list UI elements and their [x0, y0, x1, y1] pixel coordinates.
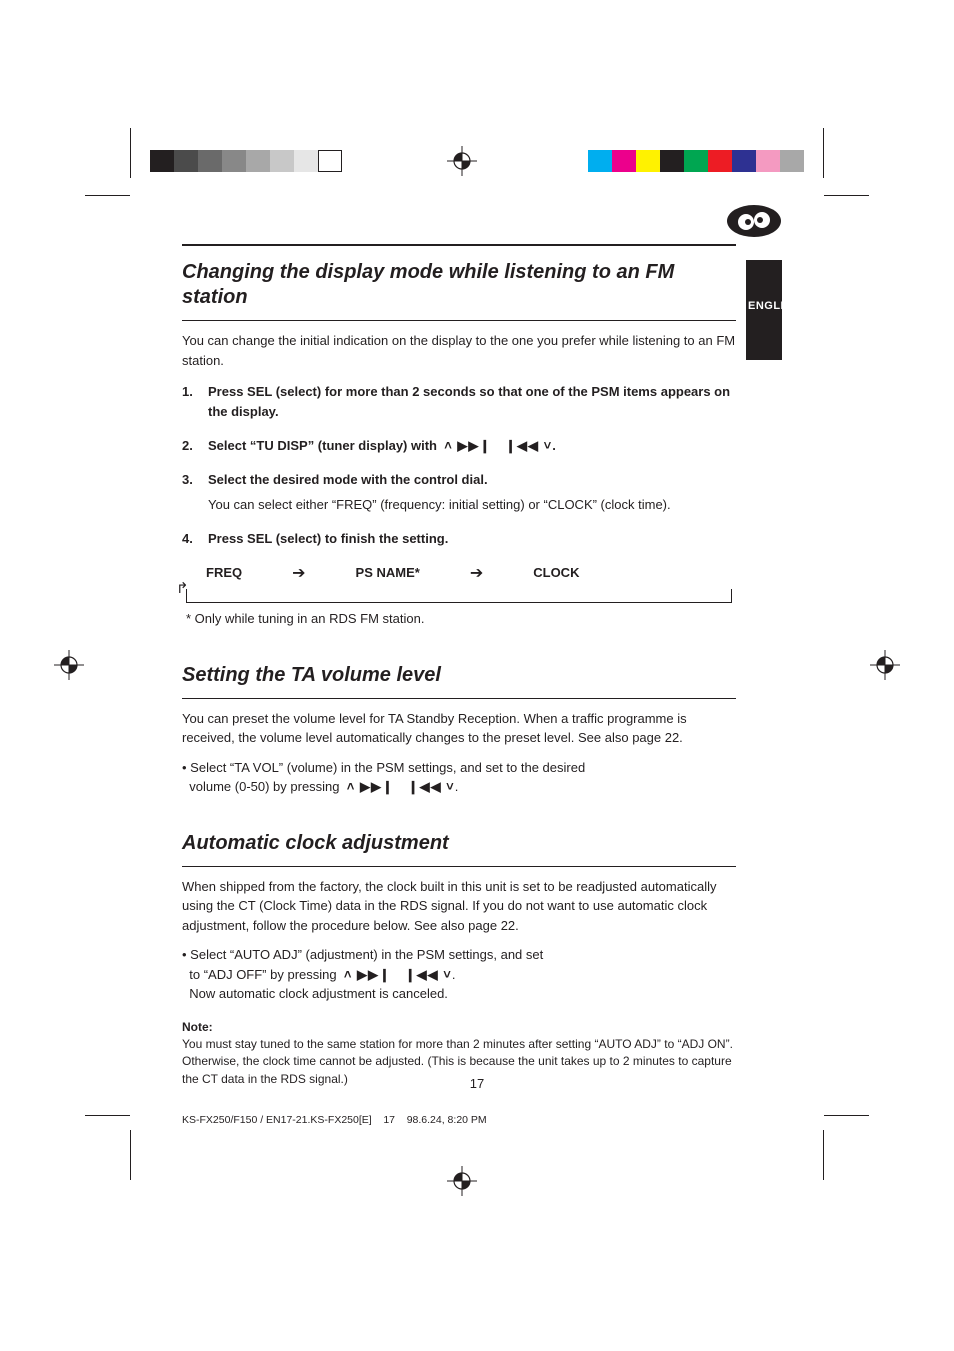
rule-top — [182, 244, 736, 246]
procedure-text: • Select “AUTO ADJ” (adjustment) in the … — [182, 945, 736, 1004]
step-note: You can select either “FREQ” (frequency:… — [208, 495, 736, 515]
registration-mark-icon — [54, 650, 84, 680]
intro-text: When shipped from the factory, the clock… — [182, 877, 736, 936]
heading-auto-clock: Automatic clock adjustment — [182, 831, 736, 856]
line: volume (0-50) by pressing — [189, 779, 347, 794]
note-text: You must stay tuned to the same station … — [182, 1036, 736, 1088]
step-4: Press SEL (select) to finish the setting… — [182, 529, 736, 549]
heading-changing-display: Changing the display mode while listenin… — [182, 260, 736, 310]
crop-mark — [130, 128, 131, 178]
intro-text: You can change the initial indication on… — [182, 331, 736, 370]
crop-mark — [823, 128, 824, 178]
steps-list: Press SEL (select) for more than 2 secon… — [182, 382, 736, 549]
crop-mark — [85, 195, 130, 196]
step-3: Select the desired mode with the control… — [182, 470, 736, 514]
heading-ta-volume: Setting the TA volume level — [182, 663, 736, 688]
cycle-item: CLOCK — [533, 565, 579, 580]
brand-eye-icon — [726, 200, 782, 242]
step-1: Press SEL (select) for more than 2 secon… — [182, 382, 736, 422]
line: . — [452, 967, 456, 982]
page-number: 17 — [470, 1076, 484, 1091]
line: . — [455, 779, 459, 794]
footer-metadata: KS-FX250/F150 / EN17-21.KS-FX250[E] 17 9… — [182, 1114, 487, 1126]
step-2: Select “TU DISP” (tuner display) with ˄ … — [182, 436, 736, 456]
step-text: Press SEL (select) to finish the setting… — [208, 531, 448, 546]
language-tab-label: ENGLISH — [746, 260, 782, 312]
line: Select “TA VOL” (volume) in the PSM sett… — [190, 760, 585, 775]
cycle-item: PS NAME* — [356, 565, 420, 580]
rule-under-heading — [182, 320, 736, 321]
registration-mark-icon — [447, 1166, 477, 1196]
intro-text: You can preset the volume level for TA S… — [182, 709, 736, 748]
print-registration-bottom — [0, 1168, 954, 1198]
procedure-text: • Select “TA VOL” (volume) in the PSM se… — [182, 758, 736, 797]
step-text: Select “TU DISP” (tuner display) with — [208, 438, 444, 453]
language-tab: ENGLISH — [746, 260, 782, 360]
display-mode-cycle: FREQ ➔ PS NAME* ➔ CLOCK ↱ * Only while t… — [182, 563, 736, 629]
arrow-right-icon: ➔ — [292, 563, 305, 583]
arrow-return-icon: ↱ — [176, 579, 189, 597]
seek-icons: ˄ ▶▶❙ ❙◀◀ ˅ — [347, 777, 455, 797]
rule-under-heading — [182, 866, 736, 867]
step-text: Press SEL (select) for more than 2 secon… — [208, 384, 730, 419]
arrow-right-icon: ➔ — [470, 563, 483, 583]
color-step-wedge — [588, 150, 804, 172]
cycle-item: FREQ — [206, 565, 242, 580]
registration-mark-icon — [870, 650, 900, 680]
step-text: Select the desired mode with the control… — [208, 472, 488, 487]
step-text: . — [552, 438, 556, 453]
line: to “ADJ OFF” by pressing — [189, 967, 344, 982]
note-label: Note: — [182, 1020, 736, 1034]
crop-mark — [85, 1115, 130, 1116]
line: Select “AUTO ADJ” (adjustment) in the PS… — [190, 947, 543, 962]
seek-icons: ˄ ▶▶❙ ❙◀◀ ˅ — [444, 436, 552, 456]
rule-under-heading — [182, 698, 736, 699]
registration-mark-icon — [447, 146, 477, 176]
cycle-footnote: * Only while tuning in an RDS FM station… — [186, 609, 732, 629]
crop-mark — [824, 1115, 869, 1116]
line: Now automatic clock adjustment is cancel… — [189, 986, 448, 1001]
seek-icons: ˄ ▶▶❙ ❙◀◀ ˅ — [344, 965, 452, 985]
print-registration-top — [0, 150, 954, 180]
gray-step-wedge — [150, 150, 342, 172]
crop-mark — [824, 195, 869, 196]
